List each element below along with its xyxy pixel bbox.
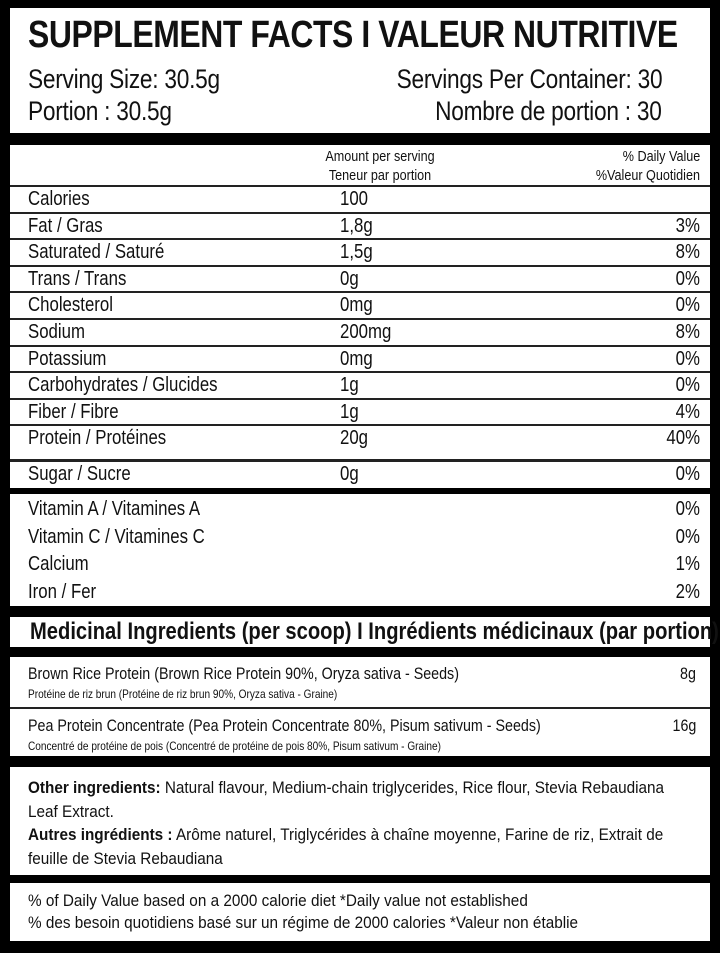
ingredient-amount: 16g <box>672 716 696 735</box>
nutrient-name: Cholesterol <box>28 294 113 317</box>
medicinal-ingredient: Brown Rice Protein (Brown Rice Protein 9… <box>10 657 710 706</box>
nutrient-name: Sodium <box>28 321 85 343</box>
footnote: % of Daily Value based on a 2000 calorie… <box>10 883 710 941</box>
ingredient-name-fr: Concentré de protéine de pois (Concentré… <box>28 739 441 753</box>
amount-header: Amount per serving Teneur par portion <box>300 147 460 185</box>
nutrient-row: Calories 100 <box>10 185 710 212</box>
title-text: SUPPLEMENT FACTS I VALEUR NUTRITIVE <box>28 14 678 56</box>
medicinal-ingredients: Brown Rice Protein (Brown Rice Protein 9… <box>10 657 710 756</box>
nutrient-dv: 40% <box>666 427 700 450</box>
nutrient-row: Potassium 0mg 0% <box>10 344 710 372</box>
ingredient-amount: 8g <box>680 664 696 683</box>
nutrient-row: Trans / Trans 0g 0% <box>10 264 710 292</box>
nutrient-row: Protein / Protéines 20g 40% <box>10 424 710 451</box>
nutrient-name: Protein / Protéines <box>28 427 167 450</box>
nutrient-dv: 0% <box>675 347 700 370</box>
vitamin-row: Iron / Fer 2% <box>10 579 710 606</box>
footnote-en: % of Daily Value based on a 2000 calorie… <box>28 891 528 910</box>
label-title: SUPPLEMENT FACTS I VALEUR NUTRITIVE <box>28 14 720 57</box>
nutrient-name: Potassium <box>28 347 107 370</box>
nutrient-row: Sugar / Sucre 0g 0% <box>10 459 710 488</box>
nutrient-amount: 1,8g <box>340 214 373 237</box>
nutrient-name: Trans / Trans <box>28 267 127 290</box>
nutrient-dv: 0% <box>675 267 700 290</box>
nutrient-amount: 0mg <box>340 347 373 370</box>
nombre-de-portion: Nombre de portion : 30 <box>435 96 663 126</box>
nutrient-amount: 1g <box>340 400 359 423</box>
nutrient-name: Saturated / Saturé <box>28 241 165 264</box>
nutrient-amount: 0mg <box>340 294 373 317</box>
nutrient-dv: 0% <box>675 294 700 317</box>
nutrient-name: Calories <box>28 188 90 210</box>
nutrient-amount: 0g <box>340 463 359 485</box>
vitamin-dv: 0% <box>675 498 700 520</box>
vitamin-name: Vitamin A / Vitamines A <box>28 498 201 520</box>
medicinal-ingredient: Pea Protein Concentrate (Pea Protein Con… <box>10 707 710 756</box>
nutrient-row: Sodium 200mg 8% <box>10 318 710 345</box>
nutrient-table: Amount per serving Teneur par portion % … <box>10 145 710 488</box>
dv-header: % Daily Value %Valeur Quotidien <box>576 147 700 185</box>
vitamin-dv: 2% <box>675 580 700 603</box>
vitamin-row: Calcium 1% <box>10 551 710 578</box>
vitamin-dv: 0% <box>675 525 700 548</box>
vitamin-row: Vitamin C / Vitamines C 0% <box>10 524 710 551</box>
nutrient-dv: 4% <box>675 400 700 423</box>
dv-header-en: % Daily Value <box>622 148 700 165</box>
vitamin-name: Calcium <box>28 553 89 575</box>
nutrient-amount: 20g <box>340 427 369 450</box>
nutrient-row: Carbohydrates / Glucides 1g 0% <box>10 371 710 398</box>
other-ingredients-en: Other ingredients: Natural flavour, Medi… <box>28 778 665 821</box>
nutrient-row: Fiber / Fibre 1g 4% <box>10 397 710 425</box>
nutrient-amount: 200mg <box>340 321 392 343</box>
nutrient-amount: 1,5g <box>340 241 373 264</box>
nutrient-row: Fat / Gras 1,8g 3% <box>10 211 710 239</box>
footnote-fr: % des besoin quotidiens basé sur un régi… <box>28 913 579 932</box>
vitamin-name: Iron / Fer <box>28 580 97 603</box>
nutrient-dv: 0% <box>675 374 700 397</box>
amount-header-fr: Teneur par portion <box>328 167 432 184</box>
medicinal-heading: Medicinal Ingredients (per scoop) I Ingr… <box>10 617 720 647</box>
nutrient-row: Cholesterol 0mg 0% <box>10 291 710 318</box>
dv-header-fr: %Valeur Quotidien <box>595 167 700 184</box>
amount-header-en: Amount per serving <box>325 148 435 165</box>
vitamin-dv: 1% <box>675 553 700 575</box>
nutrient-name: Carbohydrates / Glucides <box>28 374 218 397</box>
nutrient-name: Fiber / Fibre <box>28 400 119 423</box>
nutrient-amount: 1g <box>340 374 359 397</box>
nutrient-name: Fat / Gras <box>28 214 103 237</box>
ingredient-name-fr: Protéine de riz brun (Protéine de riz br… <box>28 687 338 701</box>
nutrient-amount: 100 <box>340 188 369 210</box>
serving-size: Serving Size: 30.5g <box>28 64 220 94</box>
nutrient-dv: 3% <box>675 214 700 237</box>
nutrient-dv: 0% <box>675 463 700 485</box>
ingredient-name-en: Brown Rice Protein (Brown Rice Protein 9… <box>28 664 459 683</box>
vitamin-table: Vitamin A / Vitamines A 0% Vitamin C / V… <box>10 494 710 606</box>
header-section: SUPPLEMENT FACTS I VALEUR NUTRITIVE Serv… <box>10 8 710 133</box>
vitamin-row: Vitamin A / Vitamines A 0% <box>10 496 710 523</box>
portion: Portion : 30.5g <box>28 96 172 126</box>
other-ingredients-fr: Autres ingrédients : Arôme naturel, Trig… <box>28 825 664 868</box>
vitamin-name: Vitamin C / Vitamines C <box>28 525 205 548</box>
nutrient-dv: 8% <box>675 241 700 264</box>
nutrient-row: Saturated / Saturé 1,5g 8% <box>10 238 710 265</box>
other-ingredients: Other ingredients: Natural flavour, Medi… <box>10 767 710 875</box>
nutrient-dv: 8% <box>675 321 700 343</box>
servings-per-container: Servings Per Container: 30 <box>396 64 662 94</box>
medicinal-heading-text: Medicinal Ingredients (per scoop) I Ingr… <box>30 618 720 645</box>
nutrient-amount: 0g <box>340 267 359 290</box>
ingredient-name-en: Pea Protein Concentrate (Pea Protein Con… <box>28 716 541 735</box>
nutrient-name: Sugar / Sucre <box>28 463 131 485</box>
